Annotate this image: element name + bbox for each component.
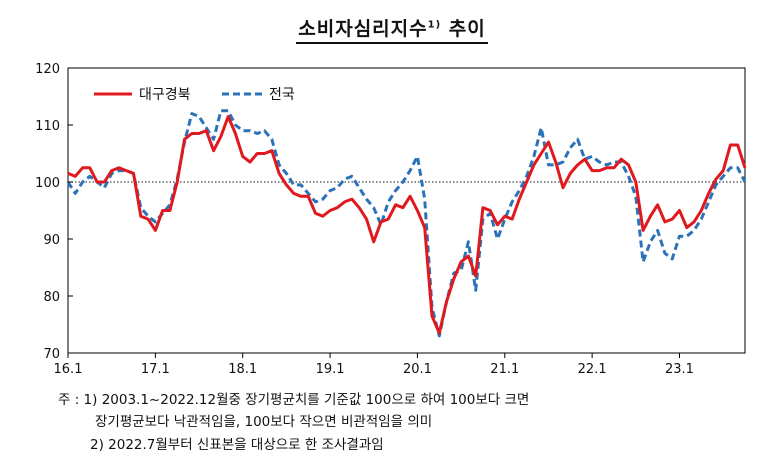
chart-title-footnote-mark: 1) — [427, 19, 442, 31]
x-tick-label: 16.1 — [54, 362, 83, 377]
plot-area — [67, 67, 746, 354]
y-tick-label: 70 — [43, 347, 60, 362]
y-tick-label: 90 — [43, 233, 60, 248]
x-tick-label: 17.1 — [141, 362, 170, 377]
y-tick-label: 120 — [35, 62, 60, 77]
x-tick-label: 21.1 — [490, 362, 519, 377]
x-tick-label: 19.1 — [316, 362, 345, 377]
x-tick-label: 22.1 — [578, 362, 607, 377]
footnote-2: 2) 2022.7월부터 신표본을 대상으로 한 조사결과임 — [90, 437, 384, 453]
chart-title: 소비자심리지수1) 추이 — [0, 14, 784, 44]
x-tick-label: 20.1 — [403, 362, 432, 377]
series-line-daegu — [67, 115, 747, 335]
chart-title-suffix: 추이 — [441, 18, 486, 40]
footnote-1-continued: 장기평균보다 낙관적임을, 100보다 작으면 비관적임을 의미 — [95, 414, 433, 430]
y-tick-label: 100 — [35, 176, 60, 191]
y-tick-label: 110 — [35, 119, 60, 134]
footnote-1: 주 : 1) 2003.1~2022.12월중 장기평균치를 기준값 100으로… — [58, 392, 530, 408]
legend-label-national: 전국 — [269, 87, 295, 103]
x-tick-label: 18.1 — [228, 362, 257, 377]
y-tick-label: 80 — [43, 290, 60, 305]
legend-label-daegu: 대구경북 — [139, 87, 191, 103]
x-tick-label: 23.1 — [665, 362, 694, 377]
chart-title-text: 소비자심리지수 — [298, 18, 428, 40]
line-chart: 70 80 90 100 110 120 16.1 17.1 18.1 19.1 20.1 21.1 2… — [35, 62, 747, 377]
